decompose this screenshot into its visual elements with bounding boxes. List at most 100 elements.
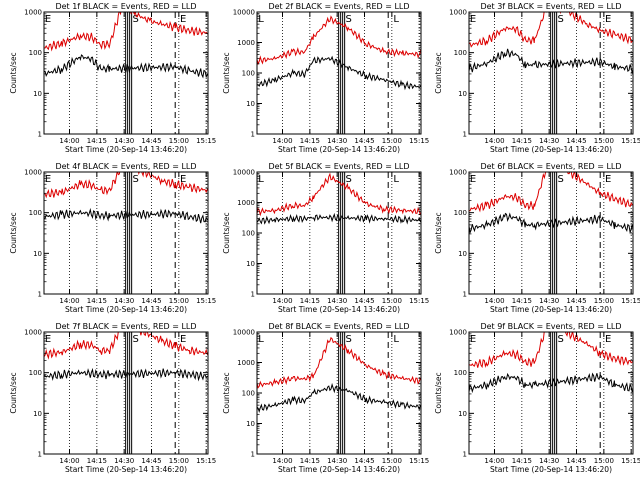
y-tick-label: 10 [33, 410, 42, 418]
series-events [257, 212, 421, 225]
y-axis-label: Counts/sec [9, 212, 18, 253]
x-tick-label: 14:15 [87, 137, 107, 145]
marker-label: S [132, 334, 138, 345]
y-tick-label: 1 [463, 131, 467, 139]
x-tick-label: 14:15 [512, 457, 532, 465]
series-events [44, 367, 208, 382]
series-lld [469, 332, 633, 369]
x-tick-label: 14:30 [539, 137, 559, 145]
x-tick-label: 14:30 [114, 457, 134, 465]
y-tick-label: 1000 [24, 9, 42, 17]
panel-title: Det 3f BLACK = Events, RED = LLD [480, 2, 621, 11]
y-tick-label: 10 [33, 250, 42, 258]
series-lld [469, 172, 633, 213]
y-tick-label: 100 [29, 209, 42, 217]
marker-label: E [180, 174, 186, 185]
y-axis-label: Counts/sec [222, 372, 231, 413]
x-tick-label: 14:45 [354, 457, 374, 465]
x-tick-label: 14:00 [59, 297, 79, 305]
y-tick-label: 1 [38, 291, 42, 299]
marker-label: E [470, 14, 476, 25]
marker-label: S [557, 174, 563, 185]
x-axis-label: Start Time (20-Sep-14 13:46:20) [278, 145, 400, 154]
marker-label: E [605, 334, 611, 345]
marker-label: S [345, 14, 351, 25]
panel-title: Det 9f BLACK = Events, RED = LLD [480, 322, 621, 331]
y-tick-label: 10000 [233, 329, 255, 337]
y-tick-label: 10000 [233, 169, 255, 177]
series-lld [469, 12, 633, 48]
y-tick-label: 1 [463, 291, 467, 299]
y-tick-label: 100 [454, 49, 467, 57]
marker-label: E [45, 334, 51, 345]
marker-label: L [393, 174, 399, 185]
y-tick-label: 10 [458, 250, 467, 258]
x-tick-label: 14:45 [566, 457, 586, 465]
y-tick-label: 10 [458, 90, 467, 98]
series-lld [44, 12, 208, 52]
x-tick-label: 14:45 [354, 297, 374, 305]
marker-label: L [258, 174, 264, 185]
y-tick-label: 10 [246, 260, 255, 268]
y-tick-label: 1 [463, 451, 467, 459]
x-tick-label: 15:15 [196, 137, 216, 145]
series-events [257, 55, 421, 91]
series-events [257, 382, 421, 414]
marker-label: S [345, 334, 351, 345]
marker-label: E [180, 14, 186, 25]
y-tick-label: 1000 [237, 39, 255, 47]
x-tick-label: 15:15 [409, 297, 429, 305]
panel-title: Det 5f BLACK = Events, RED = LLD [268, 162, 409, 171]
panel-title: Det 2f BLACK = Events, RED = LLD [268, 2, 409, 11]
plot-frame [43, 171, 209, 295]
series-events [469, 372, 633, 394]
y-tick-label: 10 [246, 100, 255, 108]
x-tick-label: 14:30 [539, 297, 559, 305]
marker-label: L [258, 14, 264, 25]
y-tick-label: 10 [246, 420, 255, 428]
x-tick-label: 15:00 [382, 137, 402, 145]
plot-frame [468, 331, 634, 455]
y-tick-label: 1000 [237, 359, 255, 367]
x-tick-label: 14:00 [272, 137, 292, 145]
marker-label: L [393, 334, 399, 345]
panel-title: Det 7f BLACK = Events, RED = LLD [55, 322, 196, 331]
x-tick-label: 14:30 [114, 297, 134, 305]
panel-7: Det 7f BLACK = Events, RED = LLD E S E 1 10 10… [9, 322, 216, 474]
panel-title: Det 8f BLACK = Events, RED = LLD [268, 322, 409, 331]
y-tick-label: 1 [251, 451, 255, 459]
x-tick-label: 14:45 [354, 137, 374, 145]
x-tick-label: 14:15 [300, 297, 320, 305]
x-tick-label: 14:00 [59, 137, 79, 145]
y-tick-label: 100 [242, 70, 255, 78]
panel-title: Det 6f BLACK = Events, RED = LLD [480, 162, 621, 171]
x-axis-label: Start Time (20-Sep-14 13:46:20) [65, 305, 187, 314]
x-tick-label: 14:15 [512, 137, 532, 145]
y-tick-label: 1000 [449, 9, 467, 17]
marker-label: E [45, 174, 51, 185]
x-tick-label: 15:15 [196, 457, 216, 465]
y-tick-label: 1 [38, 451, 42, 459]
panel-5: Det 5f BLACK = Events, RED = LLD L S L 1 10 10… [222, 162, 429, 314]
y-tick-label: 1 [38, 131, 42, 139]
series-events [44, 207, 208, 224]
x-tick-label: 14:30 [327, 297, 347, 305]
x-tick-label: 14:00 [484, 137, 504, 145]
y-tick-label: 10 [33, 90, 42, 98]
plot-frame [468, 171, 634, 295]
x-axis-label: Start Time (20-Sep-14 13:46:20) [278, 305, 400, 314]
panel-6: Det 6f BLACK = Events, RED = LLD E S E 1 10 10… [434, 162, 640, 314]
y-axis-label: Counts/sec [434, 212, 443, 253]
y-tick-label: 1000 [24, 169, 42, 177]
series-lld [44, 172, 208, 199]
marker-label: E [180, 334, 186, 345]
plot-frame [468, 11, 634, 135]
x-tick-label: 14:00 [484, 297, 504, 305]
x-tick-label: 15:00 [594, 297, 614, 305]
x-tick-label: 15:00 [169, 457, 189, 465]
panel-1: Det 1f BLACK = Events, RED = LLD E S E 1 10 10… [9, 2, 216, 154]
x-tick-label: 14:45 [566, 137, 586, 145]
y-tick-label: 100 [242, 230, 255, 238]
x-tick-label: 15:00 [382, 297, 402, 305]
